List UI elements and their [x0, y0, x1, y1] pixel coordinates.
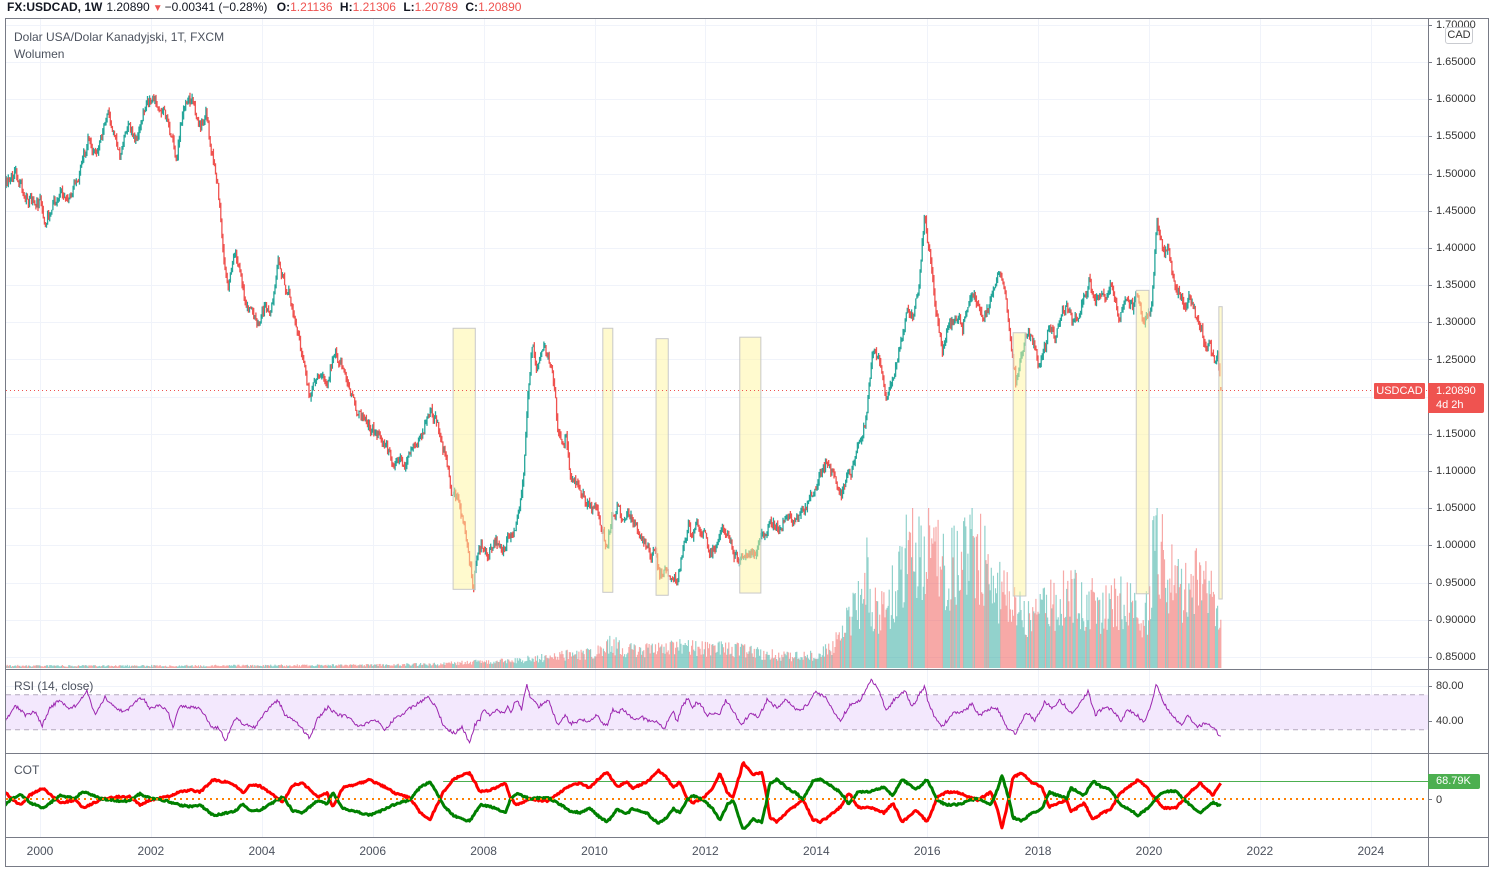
cot-plot [6, 761, 1428, 830]
price-axis-label: 1.50000 [1436, 167, 1476, 180]
main-series-legend[interactable]: Dolar USA/Dolar Kanadyjski, 1T, FXCM [14, 30, 225, 44]
ohlc-high-key: H: [339, 0, 353, 14]
highlight-box[interactable] [655, 338, 669, 596]
price-axis-label: 1.25000 [1436, 353, 1476, 366]
price-axis[interactable] [1429, 19, 1488, 669]
ohlc-open-value: 1.21136 [290, 0, 333, 14]
highlight-box[interactable] [1218, 306, 1223, 600]
currency-badge[interactable]: CAD [1445, 27, 1473, 44]
candlestick-series [6, 92, 1222, 593]
rsi-axis-label: 80.00 [1436, 680, 1464, 692]
volume-legend[interactable]: Wolumen [14, 47, 65, 61]
ohlc-open-key: O: [276, 0, 291, 14]
price-axis-label: 0.85000 [1436, 651, 1476, 663]
time-axis-label: 2006 [359, 844, 387, 858]
time-axis-label: 2012 [692, 844, 719, 858]
time-axis-label: 2008 [470, 844, 497, 858]
time-axis-label: 2004 [248, 844, 276, 858]
symbol-price-tag: USDCAD [1374, 383, 1425, 399]
symbol-header: FX:USDCAD, 1W 1.20890 ▼ −0.00341 (−0.28%) O… [7, 0, 521, 14]
ohlc-close-value: 1.20890 [478, 0, 522, 14]
price-axis-label: 1.40000 [1436, 241, 1476, 254]
time-axis-label: 2014 [802, 844, 830, 858]
price-axis-label: 1.00000 [1436, 539, 1476, 552]
rsi-plot [6, 678, 1428, 744]
rsi-axis-label: 40.00 [1436, 715, 1464, 727]
highlight-boxes [452, 289, 1223, 600]
rsi-band [6, 694, 1428, 730]
price-change: −0.00341 (−0.28%) [164, 0, 268, 14]
rsi-legend[interactable]: RSI (14, close) [14, 679, 94, 693]
rsi-line [6, 678, 1221, 744]
volume-bars [6, 508, 1222, 668]
price-axis-label: 1.65000 [1436, 56, 1476, 68]
price-axis-label: 1.05000 [1436, 502, 1476, 515]
time-axis-label: 2016 [913, 844, 941, 858]
time-axis-label: 2002 [137, 844, 165, 858]
time-axis-label: 2018 [1024, 844, 1052, 858]
cot-red-line [6, 761, 1222, 830]
time-axis-label: 2022 [1246, 844, 1274, 858]
axis-ticks [1428, 25, 1432, 800]
time-axis-label: 2000 [26, 844, 54, 858]
highlight-box[interactable] [1135, 289, 1150, 595]
triangle-down-icon: ▼ [152, 3, 163, 14]
price-axis-label: 0.90000 [1436, 613, 1476, 626]
price-axis-label: 1.60000 [1436, 93, 1476, 106]
last-price-tag: 1.20890 4d 2h [1428, 383, 1484, 413]
highlight-box[interactable] [1012, 332, 1027, 597]
cot-value-tag: 68.79K [1428, 774, 1480, 789]
highlight-box[interactable] [452, 327, 476, 590]
last-price-value: 1.20890 [1436, 385, 1476, 397]
last-price: 1.20890 [106, 0, 150, 14]
ohlc-low-key: L: [403, 0, 415, 14]
cot-legend[interactable]: COT [14, 763, 40, 777]
time-axis-label: 2024 [1357, 844, 1385, 858]
price-axis-label: 1.35000 [1436, 279, 1476, 292]
price-axis-label: 1.15000 [1436, 427, 1476, 440]
symbol-name[interactable]: FX:USDCAD, 1W [7, 0, 103, 14]
price-axis-label: 1.10000 [1436, 465, 1476, 478]
ohlc-low-value: 1.20789 [414, 0, 459, 14]
chart-frame [5, 18, 1489, 867]
bar-countdown: 4d 2h [1436, 399, 1464, 411]
time-axis-label: 2020 [1135, 844, 1163, 858]
price-axis-label: 1.30000 [1436, 316, 1476, 329]
cot-zero-label: 0 [1436, 794, 1443, 806]
time-axis-label: 2010 [581, 844, 608, 858]
price-axis-label: 0.95000 [1436, 576, 1476, 589]
price-axis-label: 1.45000 [1436, 204, 1476, 217]
highlight-box[interactable] [739, 336, 762, 594]
cot-green-line [6, 774, 1222, 830]
highlight-box[interactable] [602, 327, 614, 593]
ohlc-high-value: 1.21306 [352, 0, 396, 14]
price-axis-label: 1.55000 [1436, 130, 1476, 143]
ohlc-close-key: C: [465, 0, 479, 14]
